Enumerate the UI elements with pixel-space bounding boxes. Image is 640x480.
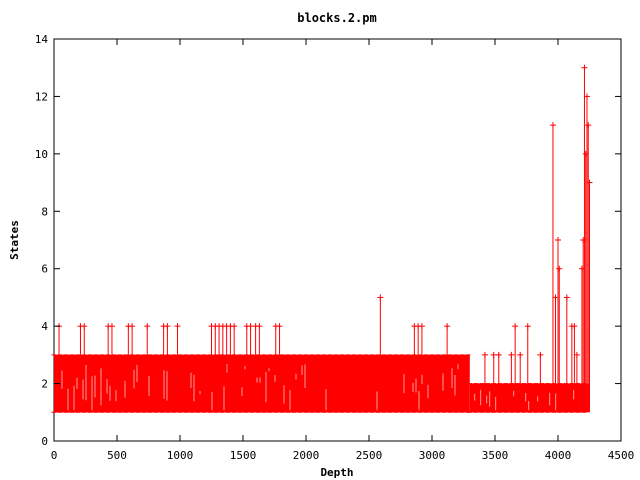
chart-title: blocks.2.pm	[297, 11, 376, 25]
y-tick-label: 8	[41, 205, 48, 218]
y-tick-label: 12	[35, 90, 48, 103]
x-axis-label: Depth	[320, 466, 353, 479]
x-axis-ticks: 0 500 1000 1500 2000 2500 3000 3500 4000 4500	[51, 39, 635, 462]
series-markers-layer	[56, 64, 593, 358]
y-tick-label: 6	[41, 263, 48, 276]
band-0	[54, 354, 470, 413]
y-tick-label: 2	[41, 378, 48, 391]
y-axis-ticks: 0 2 4 6 8 10 12 14	[35, 33, 621, 448]
x-tick-label: 1000	[167, 449, 194, 462]
x-tick-label: 4000	[545, 449, 572, 462]
series-band-layer	[54, 354, 590, 413]
y-tick-label: 4	[41, 320, 48, 333]
x-tick-label: 500	[107, 449, 127, 462]
band-1	[469, 383, 590, 413]
y-tick-label: 0	[41, 435, 48, 448]
x-tick-label: 4500	[608, 449, 635, 462]
x-tick-label: 3000	[419, 449, 446, 462]
y-tick-label: 10	[35, 148, 48, 161]
plot-frame	[53, 38, 622, 442]
x-tick-label: 2000	[293, 449, 320, 462]
x-tick-label: 2500	[356, 449, 383, 462]
x-tick-label: 3500	[482, 449, 509, 462]
y-axis-label: States	[8, 220, 21, 260]
x-tick-label: 0	[51, 449, 58, 462]
y-tick-label: 14	[35, 33, 49, 46]
series-line-layer	[51, 67, 590, 413]
x-tick-label: 1500	[230, 449, 257, 462]
